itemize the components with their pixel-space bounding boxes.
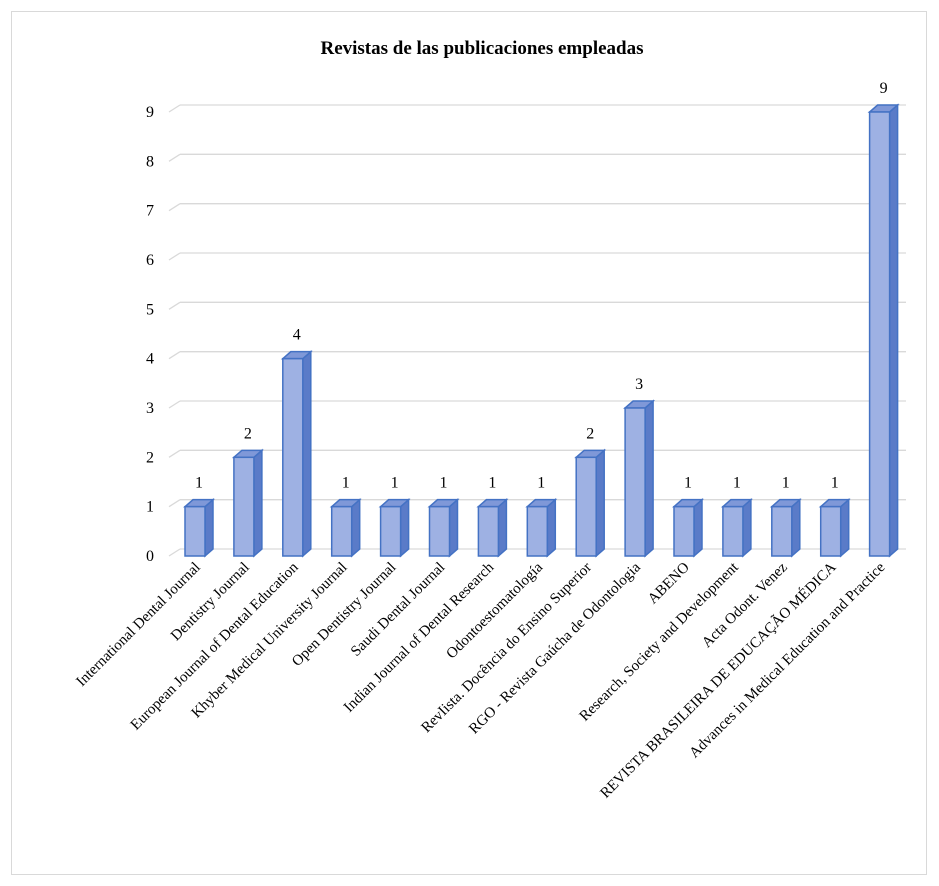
gridline-slant — [168, 351, 181, 360]
bar-front — [673, 505, 695, 557]
y-tick-label: 9 — [146, 104, 154, 121]
bar — [231, 448, 264, 558]
bar-side — [888, 103, 899, 558]
bar — [672, 498, 704, 558]
y-tick-label: 7 — [146, 203, 154, 220]
data-label: 1 — [782, 475, 790, 492]
bars — [183, 103, 900, 558]
bar-front — [379, 505, 402, 557]
bar — [818, 498, 851, 558]
bar-side — [448, 498, 459, 558]
bar-front — [819, 505, 842, 557]
bar-side — [253, 448, 263, 558]
data-label: 4 — [293, 327, 301, 344]
bar-front — [771, 505, 793, 557]
bar-side — [839, 498, 850, 558]
y-tick-label: 4 — [146, 351, 154, 368]
chart-frame — [11, 11, 927, 875]
bar — [525, 498, 558, 558]
bar-side — [204, 498, 214, 558]
gridline-slant — [168, 252, 181, 261]
gridline-slant — [168, 104, 181, 113]
y-tick-label: 5 — [146, 301, 154, 318]
category-label: ABENO — [645, 559, 693, 607]
bar-side — [399, 498, 410, 558]
category-label: Saudi Dental Journal — [348, 560, 448, 660]
bar — [720, 498, 753, 558]
bar-front — [282, 357, 304, 557]
bar-side — [693, 498, 703, 558]
bar-side — [302, 350, 312, 558]
data-label: 1 — [342, 475, 350, 492]
bar-side — [644, 399, 654, 558]
bar-side — [595, 448, 605, 558]
bar — [378, 498, 411, 558]
data-label: 1 — [488, 475, 496, 492]
data-label: 1 — [391, 475, 399, 492]
bar-front — [575, 456, 597, 557]
bar-side — [742, 498, 752, 558]
bar — [329, 498, 362, 558]
data-label: 1 — [440, 475, 448, 492]
y-tick-label: 6 — [146, 252, 154, 269]
chart-title: Revistas de las publicaciones empleadas — [320, 38, 643, 59]
gridline-slant — [168, 153, 181, 162]
category-label: Odontoestomatología — [443, 559, 546, 662]
gridline-slant — [168, 548, 181, 557]
bar-front — [233, 456, 255, 557]
bar-front — [722, 505, 744, 557]
data-label: 2 — [244, 425, 252, 442]
gridline-slant — [168, 499, 181, 508]
bar — [183, 498, 215, 558]
data-label: 1 — [684, 475, 692, 492]
bar — [867, 103, 900, 558]
bar-front — [526, 505, 549, 557]
bar-front — [184, 505, 206, 557]
category-label: REVISTA BRASILEIRA DE EDUCAÇÃO MÉDICA — [597, 559, 840, 802]
bar-front — [477, 505, 500, 557]
bar-front — [428, 505, 451, 557]
gridline-slant — [168, 203, 181, 212]
category-label: RevIista. Docência do Ensino Superior — [418, 560, 595, 737]
data-label: 1 — [195, 475, 203, 492]
data-label: 2 — [586, 425, 594, 442]
y-tick-label: 1 — [146, 499, 154, 516]
data-label: 1 — [733, 475, 741, 492]
gridline-slant — [168, 400, 181, 409]
data-label: 9 — [880, 80, 888, 97]
gridline-slant — [168, 449, 181, 458]
bar-front — [868, 111, 891, 557]
bar — [769, 498, 802, 558]
data-labels: 1 2 4 1 1 1 1 1 2 3 1 1 1 1 9 — [195, 80, 888, 492]
y-axis-ticks: 0 1 2 3 4 5 6 7 8 9 — [146, 104, 154, 565]
bar-side — [350, 498, 361, 558]
bar — [280, 350, 313, 558]
bar — [427, 498, 460, 558]
y-tick-label: 8 — [146, 153, 154, 170]
category-label: Acta Odont. Venez — [699, 559, 791, 651]
bar-side — [497, 498, 508, 558]
y-tick-label: 3 — [146, 400, 154, 417]
bar — [623, 399, 656, 558]
bar-front — [624, 407, 646, 557]
data-label: 1 — [537, 475, 545, 492]
bar-side — [791, 498, 801, 558]
data-label: 1 — [831, 475, 839, 492]
y-tick-label: 0 — [146, 548, 154, 565]
data-label: 3 — [635, 376, 643, 393]
bar — [574, 448, 607, 558]
gridline-slant — [168, 301, 181, 310]
y-tick-label: 2 — [146, 449, 154, 466]
category-label: RGO - Revista Gaúcha de Odontologia — [466, 559, 644, 737]
bar-side — [546, 498, 557, 558]
bar-front — [330, 505, 353, 557]
bar — [476, 498, 509, 558]
